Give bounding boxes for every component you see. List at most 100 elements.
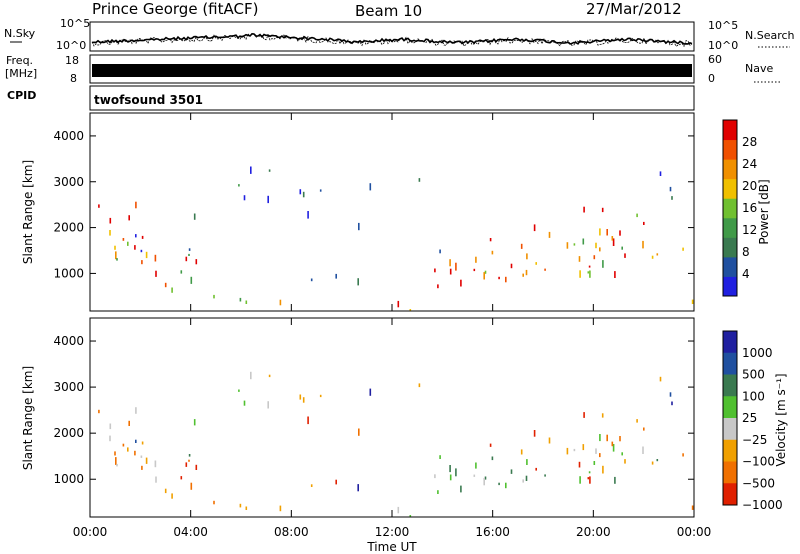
power-cell [473,268,476,272]
power-cell [449,268,452,275]
power-cell [533,224,536,232]
velocity-cell [548,437,551,444]
velocity-cell [642,446,644,454]
velocity-cell [589,476,591,484]
power-colorbar-cell [723,139,737,160]
velocity-cell [624,459,626,464]
velocity-cell [279,505,282,512]
nave-tick-bottom: 0 [708,72,715,85]
power-cell [491,250,494,255]
ytick-label: 1000 [53,266,84,280]
velocity-colorbar-tick: −25 [742,433,767,447]
beam-title: Beam 10 [355,2,422,20]
xtick-label: 12:00 [375,525,410,539]
velocity-cell [682,453,684,457]
power-cell [595,242,597,249]
cpid-panel-frame [89,85,695,111]
velocity-cell [588,471,591,474]
power-colorbar-tick: 20 [742,179,757,193]
power-cell [589,270,591,278]
power-cell [544,268,546,271]
power-cell [484,270,487,274]
velocity-cell [455,468,457,477]
velocity-cell [239,503,242,508]
power-colorbar-tick: 28 [742,135,757,149]
velocity-colorbar-tick: 500 [742,368,765,382]
velocity-colorbar-cell [723,418,737,441]
velocity-cell [195,464,198,470]
power-colorbar-frame [722,119,738,297]
velocity-cell [128,420,130,426]
velocity-colorbar-frame [722,330,738,506]
velocity-cell [520,449,523,455]
velocity-cell [611,441,614,447]
power-cell [250,166,252,174]
power-cell [154,254,157,262]
velocity-colorbar-tick: −1000 [742,498,783,512]
velocity-ylabel: Slant Range [km] [21,366,35,470]
power-cell [526,253,528,260]
power-cell [141,260,143,265]
xtick-label: 16:00 [475,525,510,539]
velocity-cell [601,413,604,418]
velocity-cell [671,401,673,406]
power-cell [164,282,167,288]
power-cell [409,309,412,312]
velocity-cell [489,443,492,447]
power-colorbar-tick: 16 [742,201,757,215]
velocity-cell [449,474,452,481]
power-cell [302,191,305,198]
velocity-cell [268,374,271,378]
velocity-cell [621,452,623,456]
power-cell [583,206,585,213]
velocity-cell [602,465,604,474]
power-cell [335,273,337,279]
noise-sky-line [91,32,693,45]
velocity-cell [319,394,322,398]
power-cell [135,234,137,238]
velocity-cell [135,407,137,414]
power-cell [358,222,360,231]
velocity-cell [245,506,248,510]
velocity-cell [505,482,507,489]
velocity-cell [651,461,654,465]
velocity-cell [619,436,621,442]
power-cell [606,229,608,236]
power-cell [566,242,569,249]
power-cell [128,215,130,221]
velocity-cell [109,435,111,442]
freq-label-1: Freq. [6,54,33,67]
power-cell [612,238,615,246]
velocity-cell [522,479,524,483]
velocity-cell [573,448,576,452]
power-cell [656,253,659,256]
power-cell [611,236,614,241]
power-cell [109,217,112,224]
velocity-cell [185,462,188,467]
cpid-label: CPID [7,89,36,102]
velocity-cell [566,447,569,455]
power-cell [619,230,621,236]
power-cell [310,278,313,282]
velocity-cell [155,476,157,483]
power-cell [599,228,601,236]
velocity-cell [659,376,662,382]
velocity-cell [134,450,136,456]
velocity-cell [656,459,659,462]
velocity-cell [115,457,117,465]
velocity-cell [544,474,546,477]
power-cell [642,240,644,249]
velocity-cell [335,479,337,485]
velocity-cell [397,506,400,514]
velocity-cell [510,469,513,474]
velocity-cell [299,394,302,400]
velocity-cell [491,456,494,461]
power-cell [601,207,604,213]
power-colorbar-cell [723,217,737,238]
velocity-cell [498,482,500,486]
power-cell [155,270,157,277]
velocity-cell [127,447,129,452]
power-colorbar-cell [723,276,737,297]
power-cell [141,235,144,239]
